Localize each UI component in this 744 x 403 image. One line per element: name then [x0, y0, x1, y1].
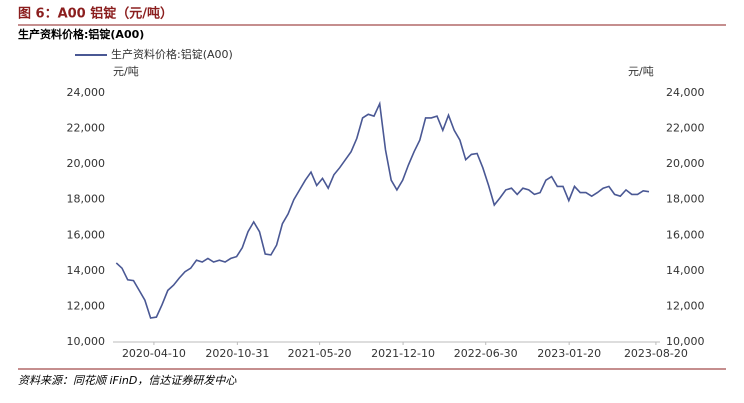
chart-subtitle: 生产资料价格:铝锭(A00) — [18, 27, 144, 41]
y-axis-unit: 元/吨 — [113, 65, 139, 78]
y2-tick-label: 12,000 — [666, 299, 705, 312]
x-tick-label: 2022-06-30 — [454, 347, 518, 360]
chart-title: 图 6：A00 铝锭（元/吨） — [18, 6, 173, 22]
data-line — [115, 100, 650, 319]
y-tick-label: 22,000 — [67, 122, 106, 135]
y2-axis-unit: 元/吨 — [628, 65, 654, 78]
y2-tick-label: 10,000 — [666, 335, 705, 348]
y2-tick-label: 22,000 — [666, 122, 705, 135]
y-tick-label: 14,000 — [67, 264, 106, 277]
legend-label: 生产资料价格:铝锭(A00) — [111, 47, 233, 61]
x-tick-label: 2023-01-20 — [537, 347, 601, 360]
x-tick-label: 2021-05-20 — [288, 347, 352, 360]
x-tick-label: 2023-08-20 — [624, 347, 688, 360]
y2-tick-label: 16,000 — [666, 228, 705, 241]
x-tick-label: 2020-10-31 — [205, 347, 269, 360]
y2-tick-label: 14,000 — [666, 264, 705, 277]
y-tick-label: 18,000 — [67, 193, 106, 206]
source-note: 资料来源：同花顺 iFinD，信达证券研发中心 — [18, 374, 237, 387]
y-tick-label: 24,000 — [67, 86, 106, 99]
y-tick-label: 20,000 — [67, 157, 106, 170]
y2-tick-label: 24,000 — [666, 86, 705, 99]
x-tick-label: 2021-12-10 — [371, 347, 435, 360]
x-tick-label: 2020-04-10 — [122, 347, 186, 360]
y-tick-label: 12,000 — [67, 299, 106, 312]
y2-tick-label: 20,000 — [666, 157, 705, 170]
y-tick-label: 16,000 — [67, 228, 106, 241]
y2-tick-label: 18,000 — [666, 193, 705, 206]
y-tick-label: 10,000 — [67, 335, 106, 348]
